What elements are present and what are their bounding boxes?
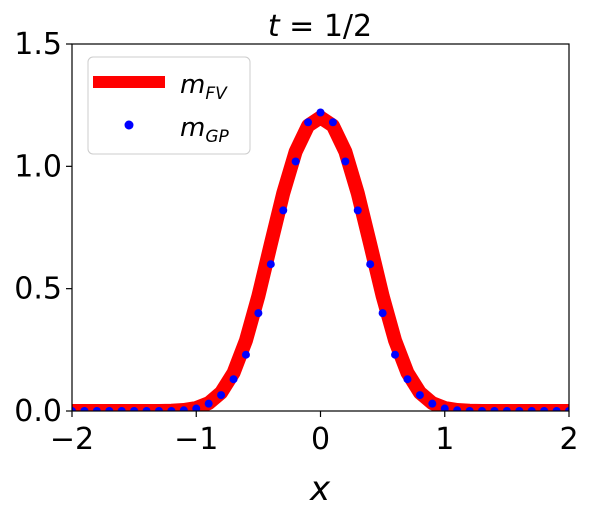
data-point-m-gp (304, 118, 313, 127)
y-tick-label: 0.5 (14, 272, 62, 307)
data-point-m-gp (328, 118, 337, 127)
data-point-m-gp (241, 350, 250, 359)
legend-label-gp: mGP (180, 113, 230, 147)
data-point-m-gp (117, 407, 126, 411)
data-point-m-gp (502, 407, 511, 411)
data-point-m-gp (279, 206, 288, 215)
data-point-m-gp (167, 407, 176, 411)
series-line-m-fv (72, 110, 569, 411)
x-tick-label: −1 (174, 422, 218, 457)
data-point-m-gp (80, 407, 89, 411)
data-point-m-gp (316, 108, 325, 117)
x-tick-label: 1 (435, 422, 454, 457)
y-tick-label: 0.0 (14, 394, 62, 429)
title-equation: = 1/2 (289, 9, 372, 44)
data-point-m-gp (540, 407, 549, 411)
chart-title: t = 1/2 (268, 9, 372, 44)
data-point-m-gp (266, 260, 275, 269)
data-point-m-gp (105, 407, 114, 411)
x-tick-label: 2 (559, 422, 578, 457)
legend: mFV mGP (87, 56, 251, 155)
x-tick-label: 0 (311, 422, 330, 457)
data-point-m-gp (403, 375, 412, 384)
data-point-m-gp (366, 260, 375, 269)
y-tick-label: 1.0 (14, 149, 62, 184)
data-point-m-gp (217, 391, 226, 400)
data-point-m-gp (552, 407, 561, 411)
x-tick-label: −2 (50, 422, 94, 457)
legend-swatch-gp (124, 120, 134, 130)
data-point-m-gp (440, 404, 449, 411)
data-point-m-gp (565, 407, 569, 411)
data-point-m-gp (229, 375, 238, 384)
data-point-m-gp (465, 407, 474, 411)
data-point-m-gp (391, 350, 400, 359)
data-point-m-gp (192, 404, 201, 411)
title-variable: t (268, 9, 281, 44)
data-point-m-gp (142, 407, 151, 411)
data-point-m-gp (154, 407, 163, 411)
data-point-m-gp (478, 407, 487, 411)
data-point-m-gp (179, 406, 188, 411)
data-point-m-gp (428, 399, 437, 408)
data-point-m-gp (353, 206, 362, 215)
data-point-m-gp (254, 309, 263, 318)
data-point-m-gp (291, 157, 300, 166)
data-point-m-gp (341, 157, 350, 166)
data-point-m-gp (92, 407, 101, 411)
legend-label-fv: mFV (180, 70, 228, 104)
data-point-m-gp (72, 407, 76, 411)
data-point-m-gp (130, 407, 139, 411)
x-axis-ticks: −2 −1 0 1 2 (50, 411, 579, 457)
data-point-m-gp (490, 407, 499, 411)
y-tick-label: 1.5 (14, 27, 62, 62)
data-point-m-gp (204, 399, 213, 408)
data-point-m-gp (453, 406, 462, 411)
data-point-m-gp (527, 407, 536, 411)
data-point-m-gp (515, 407, 524, 411)
series-layer (72, 108, 569, 411)
data-point-m-gp (378, 309, 387, 318)
x-axis-label: x (309, 469, 331, 509)
data-point-m-gp (415, 391, 424, 400)
y-axis-ticks: 0.0 0.5 1.0 1.5 (14, 27, 72, 429)
